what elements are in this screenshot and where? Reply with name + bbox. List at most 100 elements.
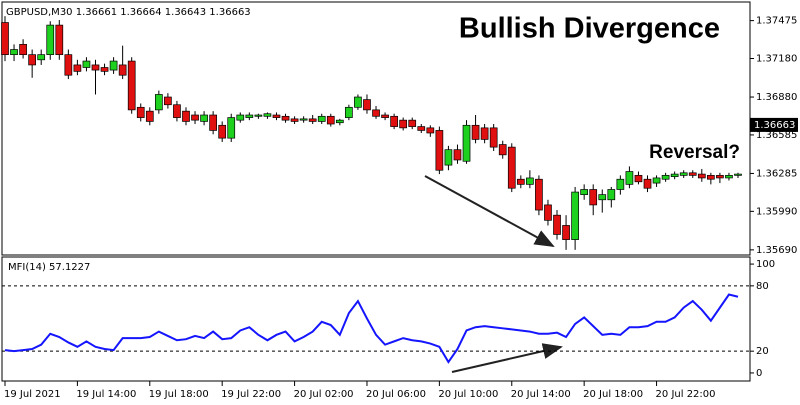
price-tag [750, 117, 798, 132]
candle-body [707, 175, 715, 180]
candle-body [498, 144, 507, 156]
candle-body [661, 175, 670, 180]
candle-body [399, 119, 408, 129]
candle-body [209, 114, 217, 131]
candle-body [127, 60, 136, 111]
candle-body [526, 177, 534, 185]
candle-body [553, 214, 561, 235]
y-tick-label: 0 [756, 368, 762, 379]
mfi-panel [1, 256, 751, 382]
y-tick-label: 80 [756, 281, 769, 292]
x-tick-label: 20 Jul 10:00 [438, 389, 498, 400]
candle-body [118, 64, 127, 76]
x-tick-label: 20 Jul 18:00 [583, 389, 643, 400]
candle-body [544, 204, 552, 221]
candle-body [390, 115, 398, 127]
candle-body [444, 149, 453, 166]
candle-body [643, 178, 652, 189]
x-tick-label: 20 Jul 02:00 [294, 389, 354, 400]
candle-body [245, 114, 254, 118]
candle-body [109, 60, 118, 71]
candle-body [345, 106, 353, 118]
y-tick-label: 1.37475 [756, 16, 797, 27]
candle-body [254, 114, 263, 117]
candle-body [299, 118, 308, 121]
candle-body [73, 64, 82, 72]
candle-body [317, 115, 326, 122]
candle-body [381, 114, 389, 118]
candle-body [100, 67, 109, 72]
candle-body [363, 99, 371, 111]
candle-body [290, 118, 299, 122]
candle-body [28, 54, 36, 66]
candle-body [716, 175, 724, 179]
candle-body [562, 225, 570, 240]
annotation: Reversal? [649, 142, 740, 163]
candle-body [679, 172, 688, 176]
candle-body [10, 49, 18, 56]
candle-body [1, 22, 9, 56]
y-tick-label: 1.36585 [756, 130, 797, 141]
candle-body [64, 54, 73, 76]
y-tick-label: 1.35690 [756, 245, 797, 256]
candle-body [145, 110, 154, 122]
candle-body [471, 124, 480, 140]
candle-body [426, 127, 435, 134]
chart-header: GBPUSD,M30 1.36661 1.36664 1.36643 1.366… [6, 7, 251, 18]
candle-body [625, 171, 634, 185]
candle-body [164, 96, 172, 106]
candle-body [607, 189, 616, 201]
x-tick-label: 19 Jul 18:00 [149, 389, 209, 400]
y-tick-label: 1.35990 [756, 206, 797, 217]
chart-title: Bullish Divergence [459, 13, 720, 45]
candle-body [136, 106, 145, 118]
indicator-title: MFI(14) 57.1227 [8, 262, 90, 273]
x-tick-label: 19 Jul 22:00 [221, 389, 281, 400]
candle-body [372, 109, 380, 117]
x-tick-label: 20 Jul 06:00 [366, 389, 426, 400]
candle-body [571, 191, 579, 240]
x-tick-label: 19 Jul 2021 [4, 389, 61, 400]
candle-body [634, 175, 643, 183]
candle-body [272, 114, 281, 118]
y-tick-label: 20 [756, 346, 769, 357]
candle-body [263, 113, 272, 117]
candle-body [516, 178, 525, 185]
y-tick-label: 1.36285 [756, 168, 797, 179]
candle-body [82, 60, 91, 68]
candle-body [326, 115, 335, 125]
candle-body [580, 189, 589, 195]
candle-body [227, 117, 236, 139]
candle-body [725, 175, 733, 179]
candle-body [236, 114, 245, 121]
candle-body [354, 96, 362, 108]
candle-body [281, 115, 290, 121]
candle-body [335, 119, 344, 124]
candle-body [734, 173, 742, 176]
candle-body [507, 146, 516, 189]
y-tick-label: 1.36880 [756, 92, 797, 103]
candle-body [462, 124, 471, 162]
x-tick-label: 20 Jul 22:00 [656, 389, 716, 400]
y-tick-label: 100 [756, 259, 775, 270]
candle-body [46, 24, 55, 56]
mfi-line [4, 293, 739, 364]
candle-body [480, 127, 489, 140]
candle-body [191, 114, 199, 121]
candle-body [489, 127, 498, 148]
candle-body [435, 130, 444, 171]
candle-body [697, 173, 706, 179]
candle-body [652, 177, 661, 184]
y-tick-label: 1.37180 [756, 54, 797, 65]
candle-body [200, 114, 208, 122]
candle-body [616, 178, 625, 190]
candle-body [173, 104, 181, 118]
candle-body [670, 173, 679, 178]
candle-body [91, 64, 100, 71]
candle-body [19, 44, 27, 56]
candle-body [182, 110, 190, 122]
x-tick-label: 19 Jul 14:00 [76, 389, 136, 400]
candle-body [688, 172, 697, 176]
